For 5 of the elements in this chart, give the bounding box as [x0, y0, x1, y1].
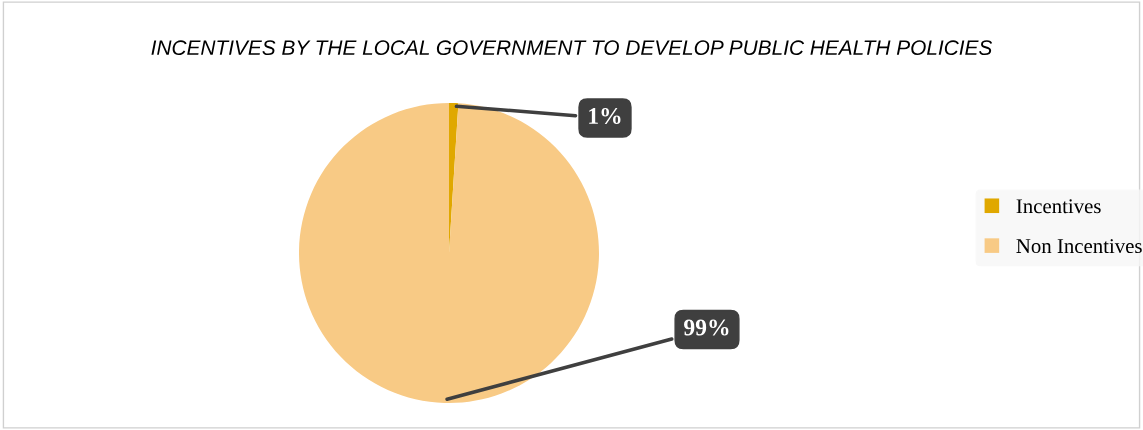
data-label: 1%	[589, 107, 621, 124]
chart-title: INCENTIVES BY THE LOCAL GOVERNMENT TO DEVELOP PUBLIC HEALTH POLICIES	[151, 40, 993, 56]
legend-label: Incentives	[1016, 199, 1101, 214]
legend-label: Non Incentives	[1016, 239, 1142, 254]
data-label: 99%	[684, 319, 729, 336]
